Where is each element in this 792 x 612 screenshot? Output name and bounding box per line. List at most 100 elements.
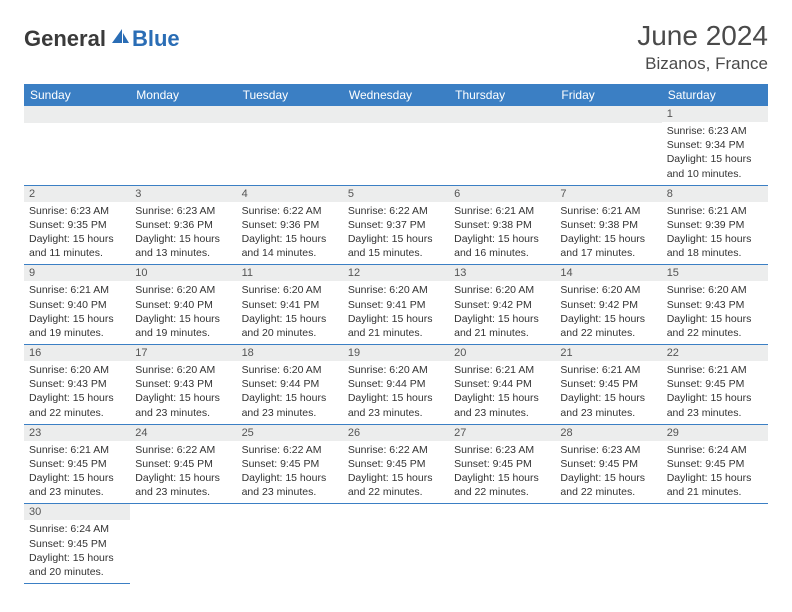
day-number: 28: [555, 425, 661, 441]
day-number: 4: [237, 186, 343, 202]
day-content: Sunrise: 6:22 AMSunset: 9:37 PMDaylight:…: [343, 202, 449, 265]
sunrise-line: Sunrise: 6:24 AM: [29, 522, 125, 536]
daylight-line: Daylight: 15 hours: [348, 471, 444, 485]
month-title: June 2024: [637, 20, 768, 52]
day-cell: [237, 106, 343, 185]
day-content: Sunrise: 6:21 AMSunset: 9:39 PMDaylight:…: [662, 202, 768, 265]
logo-text-dark: General: [24, 26, 106, 52]
sunrise-line: Sunrise: 6:20 AM: [29, 363, 125, 377]
day-number: 22: [662, 345, 768, 361]
empty-day: [130, 106, 236, 123]
daylight-line: and 20 minutes.: [242, 326, 338, 340]
day-number: 16: [24, 345, 130, 361]
sunrise-line: Sunrise: 6:22 AM: [242, 443, 338, 457]
sunset-line: Sunset: 9:43 PM: [667, 298, 763, 312]
day-cell: 29Sunrise: 6:24 AMSunset: 9:45 PMDayligh…: [662, 424, 768, 504]
day-cell: 11Sunrise: 6:20 AMSunset: 9:41 PMDayligh…: [237, 265, 343, 345]
sunrise-line: Sunrise: 6:20 AM: [348, 283, 444, 297]
sunset-line: Sunset: 9:45 PM: [29, 457, 125, 471]
week-row: 30Sunrise: 6:24 AMSunset: 9:45 PMDayligh…: [24, 504, 768, 584]
day-content: Sunrise: 6:24 AMSunset: 9:45 PMDaylight:…: [662, 441, 768, 504]
day-content: Sunrise: 6:23 AMSunset: 9:35 PMDaylight:…: [24, 202, 130, 265]
day-content: Sunrise: 6:21 AMSunset: 9:40 PMDaylight:…: [24, 281, 130, 344]
sunrise-line: Sunrise: 6:21 AM: [29, 443, 125, 457]
day-number: 14: [555, 265, 661, 281]
day-cell: [343, 504, 449, 584]
day-cell: 26Sunrise: 6:22 AMSunset: 9:45 PMDayligh…: [343, 424, 449, 504]
sunrise-line: Sunrise: 6:22 AM: [135, 443, 231, 457]
day-content: Sunrise: 6:20 AMSunset: 9:41 PMDaylight:…: [237, 281, 343, 344]
daylight-line: and 13 minutes.: [135, 246, 231, 260]
daylight-line: Daylight: 15 hours: [667, 312, 763, 326]
day-number: 3: [130, 186, 236, 202]
sunset-line: Sunset: 9:38 PM: [560, 218, 656, 232]
daylight-line: and 22 minutes.: [454, 485, 550, 499]
day-cell: [130, 504, 236, 584]
day-number: 17: [130, 345, 236, 361]
daylight-line: Daylight: 15 hours: [560, 232, 656, 246]
sunset-line: Sunset: 9:45 PM: [454, 457, 550, 471]
day-cell: 19Sunrise: 6:20 AMSunset: 9:44 PMDayligh…: [343, 345, 449, 425]
day-cell: 12Sunrise: 6:20 AMSunset: 9:41 PMDayligh…: [343, 265, 449, 345]
sunrise-line: Sunrise: 6:23 AM: [29, 204, 125, 218]
day-header: Sunday: [24, 84, 130, 106]
day-content: Sunrise: 6:20 AMSunset: 9:44 PMDaylight:…: [237, 361, 343, 424]
day-cell: [555, 504, 661, 584]
empty-day: [24, 106, 130, 123]
day-cell: 23Sunrise: 6:21 AMSunset: 9:45 PMDayligh…: [24, 424, 130, 504]
daylight-line: Daylight: 15 hours: [135, 471, 231, 485]
daylight-line: Daylight: 15 hours: [29, 312, 125, 326]
daylight-line: Daylight: 15 hours: [29, 551, 125, 565]
day-content: Sunrise: 6:20 AMSunset: 9:43 PMDaylight:…: [130, 361, 236, 424]
daylight-line: and 23 minutes.: [348, 406, 444, 420]
day-header: Friday: [555, 84, 661, 106]
sunset-line: Sunset: 9:36 PM: [242, 218, 338, 232]
day-number: 2: [24, 186, 130, 202]
week-row: 16Sunrise: 6:20 AMSunset: 9:43 PMDayligh…: [24, 345, 768, 425]
location: Bizanos, France: [637, 54, 768, 74]
day-content: Sunrise: 6:20 AMSunset: 9:44 PMDaylight:…: [343, 361, 449, 424]
week-row: 9Sunrise: 6:21 AMSunset: 9:40 PMDaylight…: [24, 265, 768, 345]
week-row: 2Sunrise: 6:23 AMSunset: 9:35 PMDaylight…: [24, 185, 768, 265]
day-cell: 2Sunrise: 6:23 AMSunset: 9:35 PMDaylight…: [24, 185, 130, 265]
daylight-line: and 23 minutes.: [135, 485, 231, 499]
day-number: 8: [662, 186, 768, 202]
day-cell: 9Sunrise: 6:21 AMSunset: 9:40 PMDaylight…: [24, 265, 130, 345]
sunrise-line: Sunrise: 6:20 AM: [667, 283, 763, 297]
day-header: Saturday: [662, 84, 768, 106]
sunrise-line: Sunrise: 6:20 AM: [242, 363, 338, 377]
daylight-line: and 23 minutes.: [560, 406, 656, 420]
daylight-line: and 23 minutes.: [242, 485, 338, 499]
day-content: Sunrise: 6:21 AMSunset: 9:38 PMDaylight:…: [555, 202, 661, 265]
day-cell: [130, 106, 236, 185]
day-content: Sunrise: 6:22 AMSunset: 9:45 PMDaylight:…: [130, 441, 236, 504]
sunset-line: Sunset: 9:45 PM: [667, 457, 763, 471]
daylight-line: Daylight: 15 hours: [348, 232, 444, 246]
sunset-line: Sunset: 9:44 PM: [454, 377, 550, 391]
sunset-line: Sunset: 9:40 PM: [135, 298, 231, 312]
daylight-line: Daylight: 15 hours: [348, 312, 444, 326]
sunrise-line: Sunrise: 6:23 AM: [667, 124, 763, 138]
day-cell: 16Sunrise: 6:20 AMSunset: 9:43 PMDayligh…: [24, 345, 130, 425]
daylight-line: and 22 minutes.: [667, 326, 763, 340]
day-cell: 7Sunrise: 6:21 AMSunset: 9:38 PMDaylight…: [555, 185, 661, 265]
day-cell: 14Sunrise: 6:20 AMSunset: 9:42 PMDayligh…: [555, 265, 661, 345]
daylight-line: and 23 minutes.: [454, 406, 550, 420]
daylight-line: Daylight: 15 hours: [454, 471, 550, 485]
daylight-line: Daylight: 15 hours: [454, 232, 550, 246]
day-number: 23: [24, 425, 130, 441]
daylight-line: Daylight: 15 hours: [135, 391, 231, 405]
daylight-line: and 22 minutes.: [348, 485, 444, 499]
logo-text-blue: Blue: [132, 26, 180, 52]
daylight-line: Daylight: 15 hours: [560, 391, 656, 405]
day-number: 27: [449, 425, 555, 441]
daylight-line: and 14 minutes.: [242, 246, 338, 260]
daylight-line: Daylight: 15 hours: [135, 232, 231, 246]
daylight-line: and 23 minutes.: [29, 485, 125, 499]
day-header-row: SundayMondayTuesdayWednesdayThursdayFrid…: [24, 84, 768, 106]
day-number: 25: [237, 425, 343, 441]
daylight-line: Daylight: 15 hours: [560, 471, 656, 485]
daylight-line: and 23 minutes.: [135, 406, 231, 420]
day-cell: 21Sunrise: 6:21 AMSunset: 9:45 PMDayligh…: [555, 345, 661, 425]
sunset-line: Sunset: 9:43 PM: [29, 377, 125, 391]
